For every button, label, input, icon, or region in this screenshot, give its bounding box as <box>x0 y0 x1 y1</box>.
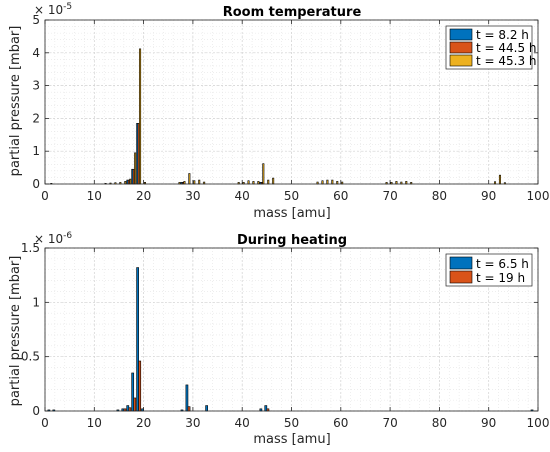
x-tick-label: 90 <box>481 416 496 430</box>
x-tick-label: 40 <box>235 189 250 203</box>
x-tick-label: 70 <box>382 416 397 430</box>
x-tick-label: 20 <box>136 189 151 203</box>
legend-swatch <box>449 28 473 41</box>
y-tick-label: 3 <box>32 79 40 93</box>
bar <box>138 360 142 412</box>
x-tick-label: 60 <box>333 416 348 430</box>
bar <box>331 179 334 185</box>
x-tick-label: 50 <box>284 189 299 203</box>
bar <box>126 405 130 412</box>
x-tick-label: 10 <box>87 416 102 430</box>
x-tick-label: 20 <box>136 416 151 430</box>
bar <box>188 173 191 185</box>
y-tick-label: 1 <box>32 144 40 158</box>
bar <box>185 384 189 412</box>
y-tick-label: 2 <box>32 111 40 125</box>
x-tick-label: 60 <box>333 189 348 203</box>
chart-title: During heating <box>237 233 347 248</box>
bar <box>498 174 501 185</box>
y-exponent-label: × 10-6 <box>34 231 72 246</box>
bar <box>139 48 142 185</box>
bar <box>193 180 196 185</box>
bar <box>128 407 132 412</box>
room-temperature-panel: Room temperature × 10-5 0 10 20 30 40 50 60 70 8… <box>8 2 549 221</box>
y-tick-label: 5 <box>32 13 40 27</box>
bar <box>198 179 201 185</box>
y-axis-label: partial pressure [mbar] <box>8 26 23 177</box>
bar <box>131 372 135 412</box>
plot-area: 0 10 20 30 40 50 60 70 80 90 100 0 0.5 1 1.5 t = 6.5 ht… <box>21 241 550 430</box>
y-exponent-label: × 10-5 <box>34 2 72 17</box>
y-tick-label: 4 <box>32 46 40 60</box>
x-tick-label: 80 <box>432 416 447 430</box>
bar <box>262 163 265 185</box>
legend-label: t = 44.5 h <box>476 41 537 55</box>
bar <box>129 178 132 185</box>
x-tick-label: 100 <box>527 416 550 430</box>
bar <box>134 152 137 185</box>
x-tick-label: 100 <box>527 189 550 203</box>
bar <box>136 267 139 412</box>
legend-label: t = 6.5 h <box>476 257 529 271</box>
bar <box>321 180 324 185</box>
x-tick-label: 30 <box>185 416 200 430</box>
x-tick-label: 40 <box>235 416 250 430</box>
y-tick-label: 1 <box>32 295 40 309</box>
bar <box>187 406 191 412</box>
legend-swatch <box>449 256 473 270</box>
y-tick-label: 0.5 <box>21 350 40 364</box>
bar <box>264 405 268 412</box>
bar <box>205 405 208 412</box>
y-tick-label: 0 <box>32 404 40 418</box>
during-heating-panel: During heating × 10-6 0 10 20 30 40 50 60 70 80 9… <box>8 231 549 447</box>
legend-swatch <box>449 270 473 284</box>
legend-swatch <box>449 41 473 54</box>
bar <box>133 397 137 412</box>
x-tick-label: 30 <box>185 189 200 203</box>
bar <box>326 179 329 185</box>
x-tick-label: 0 <box>41 416 49 430</box>
legend: t = 8.2 ht = 44.5 ht = 45.3 h <box>445 25 537 70</box>
x-tick-label: 80 <box>432 189 447 203</box>
legend-label: t = 8.2 h <box>476 28 529 42</box>
x-axis-label: mass [amu] <box>253 432 330 447</box>
legend: t = 6.5 ht = 19 h <box>445 253 533 287</box>
chart-title: Room temperature <box>223 5 362 20</box>
x-tick-label: 50 <box>284 416 299 430</box>
legend-label: t = 19 h <box>476 271 525 285</box>
y-axis-label: partial pressure [mbar] <box>8 256 23 407</box>
bar <box>247 180 250 185</box>
y-tick-label: 0 <box>32 177 40 191</box>
x-tick-label: 10 <box>87 189 102 203</box>
x-tick-label: 0 <box>41 189 49 203</box>
x-tick-label: 90 <box>481 189 496 203</box>
legend-swatch <box>449 54 473 67</box>
y-tick-label: 1.5 <box>21 241 40 255</box>
legend-label: t = 45.3 h <box>476 54 537 68</box>
x-axis-label: mass [amu] <box>253 206 330 221</box>
bar <box>267 179 270 185</box>
x-tick-label: 70 <box>382 189 397 203</box>
bar <box>272 177 275 185</box>
